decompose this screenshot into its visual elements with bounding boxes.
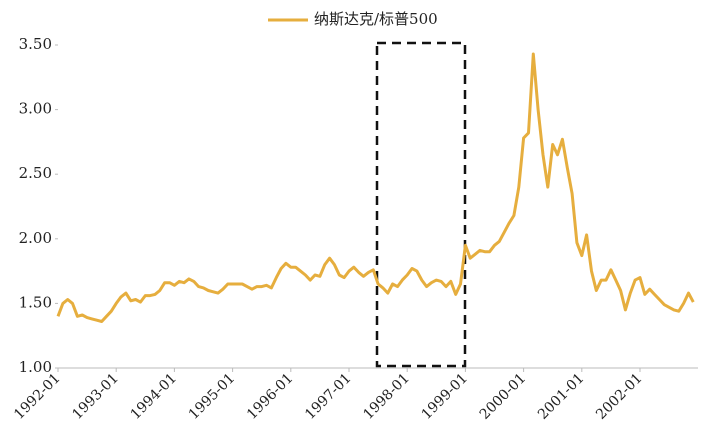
y-tick-label: 3.00 [19,100,52,118]
x-tick-label: 1992-01 [11,370,63,422]
y-tick-label: 2.00 [19,229,52,247]
y-tick-label: 1.00 [19,358,52,376]
x-tick-label: 1997-01 [302,370,354,422]
y-tick-label: 2.50 [19,164,52,182]
x-tick-label: 1999-01 [419,370,471,422]
x-tick-label: 1993-01 [69,370,121,422]
x-tick-label: 1995-01 [186,370,238,422]
series-line [56,52,695,323]
highlight-box [375,41,467,368]
x-tick-label: 2000-01 [477,370,529,422]
x-tick-label: 2001-01 [535,370,587,422]
x-tick-label: 1996-01 [244,370,296,422]
y-tick-label: 3.50 [19,35,52,53]
y-tick-label: 1.50 [19,293,52,311]
x-tick-label: 1998-01 [360,370,412,422]
x-tick-label: 2002-01 [593,370,645,422]
legend-label: 纳斯达克/标普500 [314,10,438,28]
x-tick-label: 1994-01 [128,370,180,422]
